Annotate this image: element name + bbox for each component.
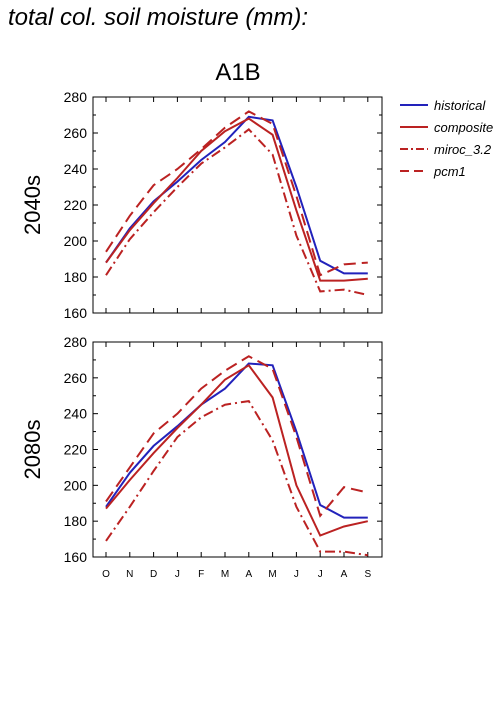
y-tick-label: 240 [64,406,88,422]
y-tick-label: 180 [64,269,88,285]
chart-panels: 160 180 200 220 240 260 280 2040s 160 180 200 220 24… [20,89,383,580]
y-tick-label: 260 [64,125,88,141]
panel-2040s: 160 180 200 220 240 260 280 2040s [20,89,383,321]
x-tick-label: O [102,569,110,580]
legend-label: historical [434,98,486,113]
x-tick-label: J [175,569,180,580]
series-line-historical [105,362,368,519]
y-tick-label: 220 [64,197,88,213]
series-line-pcm1 [105,355,369,518]
chart-legend: historical composite miroc_3.2 pcm1 [400,98,493,179]
x-tick-label: D [150,569,157,580]
y-tick-label: 200 [64,477,88,493]
y-tick-label: 240 [64,161,88,177]
x-tick-label: A [245,569,252,580]
x-tick-label: M [221,569,229,580]
legend-label: pcm1 [433,164,466,179]
y-tick-label: 260 [64,370,88,386]
series-line-miroc_3.2 [105,400,368,557]
x-tick-label: A [341,569,348,580]
x-tick-label: J [294,569,299,580]
legend-item-composite: composite [400,120,493,135]
series-line-composite [105,363,369,537]
figure-title: total col. soil moisture (mm): [8,4,309,31]
series-line-composite [105,117,368,282]
y-tick-label: 180 [64,513,88,529]
panel-label: 2080s [20,420,45,480]
legend-label: composite [434,120,493,135]
y-tick-label: 200 [64,233,88,249]
legend-item-miroc_3.2: miroc_3.2 [400,142,492,157]
panel-label: 2040s [20,175,45,235]
x-tick-label: N [126,569,133,580]
panel-2080s: 160 180 200 220 240 260 280 O N D J F M A M J J A S 2080s [20,334,383,580]
legend-label: miroc_3.2 [434,142,492,157]
x-tick-label: S [364,569,371,580]
series-line-pcm1 [105,110,368,277]
legend-item-historical: historical [400,98,486,113]
y-tick-label: 280 [64,334,88,350]
y-tick-label: 160 [64,549,88,565]
x-tick-label: J [318,569,323,580]
x-tick-label: F [198,569,204,580]
x-tick-label: M [268,569,276,580]
series-line-historical [105,115,368,275]
legend-item-pcm1: pcm1 [400,164,466,179]
y-tick-label: 280 [64,89,88,105]
y-tick-label: 220 [64,442,88,458]
scenario-title: A1B [215,59,260,86]
y-tick-label: 160 [64,305,88,321]
series-line-miroc_3.2 [105,128,369,296]
